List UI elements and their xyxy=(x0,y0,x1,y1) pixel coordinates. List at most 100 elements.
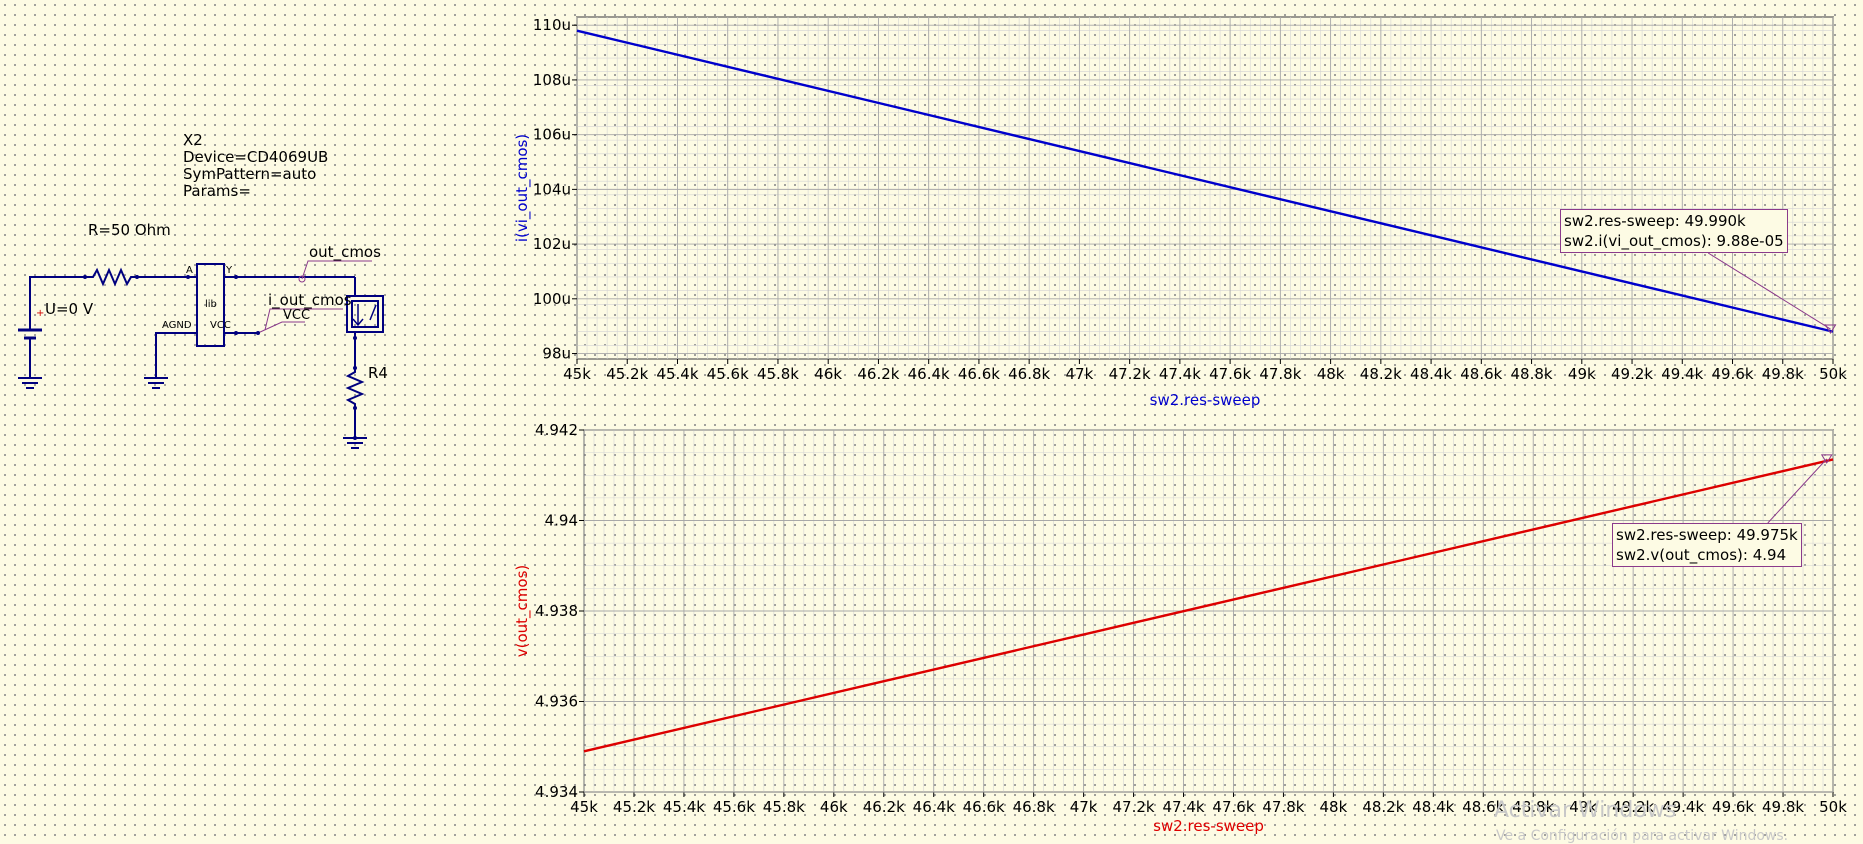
x-tick-label: 47.2k xyxy=(1109,365,1151,383)
net-i-out-cmos-label: i_out_cmos xyxy=(268,291,352,309)
x-tick-label: 45.4k xyxy=(656,365,698,383)
marker-leader xyxy=(1707,252,1831,330)
x-tick-label: 47.6k xyxy=(1209,365,1251,383)
x-tick-label: 45.2k xyxy=(606,365,648,383)
x-tick-label: 45.2k xyxy=(613,798,655,816)
x-tick-label: 45.6k xyxy=(707,365,749,383)
y-tick-label: 4.934 xyxy=(535,783,578,801)
plot-2: 45k 45.2k 45.4k 45.6k 45.8k 46k 46.2k 46.4k 46.6… xyxy=(513,421,1847,835)
x-tick-label: 49.2k xyxy=(1612,798,1654,816)
x-axis-label: sw2.res-sweep xyxy=(1153,817,1264,835)
r4-symbol xyxy=(345,368,365,438)
plot-1: 45k 45.2k 45.4k 45.6k 45.8k 46k 46.2k 46.4k 46.6… xyxy=(513,16,1847,409)
pin-agnd-label: AGND xyxy=(162,320,192,331)
x-tick-label: 46.4k xyxy=(913,798,955,816)
x-tick-label: 47k xyxy=(1070,798,1098,816)
activation-watermark-subtitle: Ve a Configuración para activar Windows. xyxy=(1496,828,1789,844)
plot-2-marker-box[interactable]: sw2.res-sweep: 49.975k sw2.v(out_cmos): … xyxy=(1612,523,1802,567)
marker-leader xyxy=(1767,458,1828,524)
pin-lib-label: lib xyxy=(205,299,217,310)
x-axis-label: sw2.res-sweep xyxy=(1150,391,1261,409)
svg-text:+: + xyxy=(36,308,44,319)
plot-1-marker-box[interactable]: sw2.res-sweep: 49.990k sw2.i(vi_out_cmos… xyxy=(1560,209,1788,253)
x-tick-label: 46.8k xyxy=(1008,365,1050,383)
ammeter-outer xyxy=(346,295,384,333)
x-tick-label: 46.2k xyxy=(857,365,899,383)
x-tick-label: 48.2k xyxy=(1360,365,1402,383)
x-tick-label: 49.6k xyxy=(1711,365,1753,383)
x-tick-label: 46.6k xyxy=(958,365,1000,383)
x-tick-label: 45.8k xyxy=(763,798,805,816)
marker-triangle xyxy=(1824,324,1837,334)
x-tick-label: 48k xyxy=(1317,365,1345,383)
x-tick-label: 47.6k xyxy=(1212,798,1254,816)
x-tick-label: 45.8k xyxy=(757,365,799,383)
x-tick-label: 47.4k xyxy=(1159,365,1201,383)
x-tick-label: 45k xyxy=(570,798,598,816)
plot-1-marker-line1: sw2.res-sweep: 49.990k xyxy=(1564,212,1746,230)
x-tick-label: 48.4k xyxy=(1412,798,1454,816)
y-tick-label: 110u xyxy=(533,16,571,34)
net-out-cmos-label: out_cmos xyxy=(309,243,381,261)
x-tick-label: 45.4k xyxy=(663,798,705,816)
x-tick-label: 48.8k xyxy=(1512,798,1554,816)
cd4069ub-box xyxy=(196,263,225,347)
y-axis-label: i(vi_out_cmos) xyxy=(513,134,532,242)
x-tick-label: 48.4k xyxy=(1410,365,1452,383)
x-tick-label: 49.2k xyxy=(1611,365,1653,383)
pin-a-label: A xyxy=(186,265,193,276)
x-tick-label: 49.4k xyxy=(1661,365,1703,383)
y-tick-label: 100u xyxy=(533,290,571,308)
x-tick-label: 47.8k xyxy=(1262,798,1304,816)
x-tick-label: 46.8k xyxy=(1013,798,1055,816)
plot-1-marker-line2: sw2.i(vi_out_cmos): 9.88e-05 xyxy=(1564,232,1784,250)
x-tick-label: 48.6k xyxy=(1462,798,1504,816)
x-tick-label: 50k xyxy=(1819,798,1847,816)
plot-2-marker-line1: sw2.res-sweep: 49.975k xyxy=(1616,526,1798,544)
y-axis-label: v(out_cmos) xyxy=(513,565,532,658)
activation-watermark-title: Activar Windows xyxy=(1494,798,1677,823)
pin-vcc-label: VCC xyxy=(210,320,231,331)
device-label: Device=CD4069UB xyxy=(183,148,329,166)
source-label: U=0 V xyxy=(45,300,94,318)
schematic-canvas[interactable]: + xyxy=(0,0,470,560)
x-tick-label: 46k xyxy=(820,798,848,816)
x-tick-label: 45.6k xyxy=(713,798,755,816)
y-tick-label: 4.942 xyxy=(535,421,578,439)
x-tick-label: 48k xyxy=(1320,798,1348,816)
pin-y-label: Y xyxy=(226,265,233,276)
y-tick-label: 106u xyxy=(533,126,571,144)
r4-label: R4 xyxy=(368,364,388,382)
x-tick-label: 48.2k xyxy=(1362,798,1404,816)
x-tick-label: 49k xyxy=(1569,798,1597,816)
x-tick-label: 49.8k xyxy=(1762,798,1804,816)
x-tick-label: 50k xyxy=(1819,365,1847,383)
marker-triangle xyxy=(1820,454,1833,464)
y-tick-label: 98u xyxy=(542,345,571,363)
sympattern-label: SymPattern=auto xyxy=(183,165,317,183)
x-tick-label: 47k xyxy=(1066,365,1094,383)
net-vcc-label: VCC xyxy=(283,308,311,323)
wire-agnd xyxy=(155,332,197,378)
x-tick-label: 47.8k xyxy=(1259,365,1301,383)
resistor-label: R=50 Ohm xyxy=(88,221,171,239)
plot-frame xyxy=(576,16,1834,360)
x-tick-label: 45k xyxy=(563,365,591,383)
y-tick-label: 102u xyxy=(533,235,571,253)
x-tick-label: 47.2k xyxy=(1113,798,1155,816)
y-tick-label: 104u xyxy=(533,180,571,198)
x-tick-label: 49.6k xyxy=(1712,798,1754,816)
x-tick-label: 46k xyxy=(814,365,842,383)
resistor-symbol xyxy=(85,267,137,287)
x-tick-label: 49.4k xyxy=(1662,798,1704,816)
x-tick-label: 49.8k xyxy=(1762,365,1804,383)
params-label: Params= xyxy=(183,182,251,200)
plot-2-marker-line2: sw2.v(out_cmos): 4.94 xyxy=(1616,546,1787,564)
y-tick-label: 108u xyxy=(533,71,571,89)
x-tick-label: 46.4k xyxy=(908,365,950,383)
x-tick-label: 47.4k xyxy=(1162,798,1204,816)
x-tick-label: 46.6k xyxy=(963,798,1005,816)
y-tick-label: 4.94 xyxy=(545,512,578,530)
wire-source-top xyxy=(29,276,85,330)
